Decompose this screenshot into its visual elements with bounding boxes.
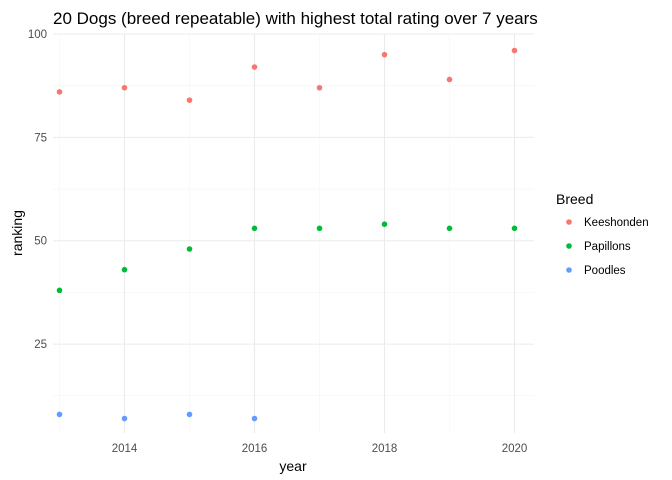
x-tick-label: 2014 — [112, 443, 138, 455]
x-axis-ticks: 2014 2016 2018 2020 — [112, 443, 528, 455]
plot-grid — [53, 33, 534, 433]
y-tick-label: 25 — [34, 339, 47, 351]
chart-title: 20 Dogs (breed repeatable) with highest … — [53, 9, 538, 28]
x-tick-label: 2018 — [372, 443, 398, 455]
point-poodles — [121, 415, 128, 422]
legend-label-papillons: Papillons — [584, 241, 631, 253]
point-papillons — [511, 225, 518, 232]
point-papillons — [251, 225, 258, 232]
point-keeshonden — [511, 47, 518, 54]
point-keeshonden — [316, 84, 323, 91]
point-papillons — [316, 225, 323, 232]
point-papillons — [56, 287, 63, 294]
x-tick-label: 2016 — [242, 443, 268, 455]
y-tick-label: 100 — [28, 29, 47, 41]
y-axis-title: ranking — [9, 210, 25, 256]
y-tick-label: 50 — [34, 236, 47, 248]
point-keeshonden — [186, 97, 193, 103]
point-keeshonden — [56, 89, 63, 95]
point-poodles — [251, 415, 258, 422]
point-poodles — [186, 411, 193, 418]
point-papillons — [121, 266, 128, 273]
point-keeshonden — [121, 84, 128, 91]
point-keeshonden — [251, 64, 258, 70]
data-points — [56, 47, 518, 422]
legend-key-keeshonden — [566, 219, 572, 225]
point-keeshonden — [381, 51, 388, 58]
point-papillons — [381, 221, 388, 227]
point-keeshonden — [446, 76, 453, 83]
legend: Breed Keeshonden Papillons Poodles — [556, 191, 649, 277]
point-papillons — [186, 246, 193, 252]
x-tick-label: 2020 — [502, 443, 528, 455]
legend-label-keeshonden: Keeshonden — [584, 217, 649, 229]
legend-title: Breed — [556, 191, 593, 207]
legend-key-papillons — [566, 243, 572, 249]
y-axis-ticks: 25 50 75 100 — [28, 29, 47, 351]
y-tick-label: 75 — [34, 132, 47, 144]
legend-key-poodles — [566, 267, 572, 273]
legend-label-poodles: Poodles — [584, 265, 626, 277]
x-axis-title: year — [279, 458, 307, 474]
point-poodles — [56, 411, 63, 418]
point-papillons — [446, 225, 453, 232]
